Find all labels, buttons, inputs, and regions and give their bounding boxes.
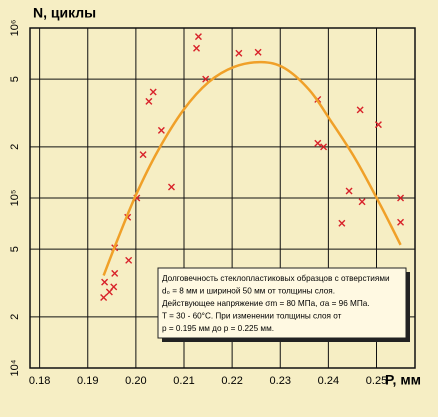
x-tick-label: 0.24 xyxy=(318,375,339,387)
marker xyxy=(105,288,113,296)
annotation-line: d₀ = 8 мм и шириной 50 мм от толщины сло… xyxy=(162,287,335,296)
marker xyxy=(397,194,405,202)
marker xyxy=(397,218,405,226)
y-tick-label: 5 xyxy=(9,76,21,82)
annotation-line: p = 0.195 мм до p = 0.225 мм. xyxy=(162,324,274,333)
x-tick-label: 0.21 xyxy=(173,375,194,387)
x-tick-label: 0.20 xyxy=(125,375,146,387)
annotation-line: Долговечность стеклопластиковых образцов… xyxy=(162,274,390,283)
marker xyxy=(374,121,382,129)
y-tick-label: 5 xyxy=(9,246,21,252)
x-tick-label: 0.19 xyxy=(77,375,98,387)
marker xyxy=(235,49,243,57)
annotation-line: Действующее напряжение σm = 80 МПа, σa =… xyxy=(162,299,370,308)
x-tick-label: 0.25 xyxy=(366,375,387,387)
x-tick-label: 0.23 xyxy=(270,375,291,387)
x-axis-label: P, мм xyxy=(385,372,421,388)
marker xyxy=(149,88,157,96)
marker xyxy=(194,33,202,41)
fit-curve xyxy=(102,60,402,276)
annotation-line: T = 30 - 60°C. При изменении толщины сло… xyxy=(162,312,342,321)
annotation-box xyxy=(157,267,407,339)
y-tick-label: 10⁵ xyxy=(9,190,21,207)
marker xyxy=(314,139,322,147)
marker xyxy=(145,97,153,105)
marker xyxy=(167,183,175,191)
marker xyxy=(356,106,364,114)
marker xyxy=(254,48,262,56)
marker xyxy=(320,143,328,151)
marker xyxy=(202,75,210,83)
marker xyxy=(358,198,366,206)
marker xyxy=(193,44,201,52)
plot-frame xyxy=(29,27,416,369)
marker xyxy=(100,293,108,301)
y-tick-label: 2 xyxy=(9,144,21,150)
y-tick-label: 2 xyxy=(9,314,21,320)
marker xyxy=(101,278,109,286)
x-tick-label: 0.18 xyxy=(29,375,50,387)
y-tick-label: 10⁴ xyxy=(9,359,21,376)
y-tick-label: 10⁶ xyxy=(9,20,21,37)
marker xyxy=(139,151,147,159)
marker xyxy=(157,126,165,134)
y-axis-label: N, циклы xyxy=(33,5,96,21)
marker xyxy=(338,219,346,227)
marker xyxy=(111,269,119,277)
x-tick-label: 0.22 xyxy=(221,375,242,387)
marker xyxy=(125,256,133,264)
marker xyxy=(345,187,353,195)
